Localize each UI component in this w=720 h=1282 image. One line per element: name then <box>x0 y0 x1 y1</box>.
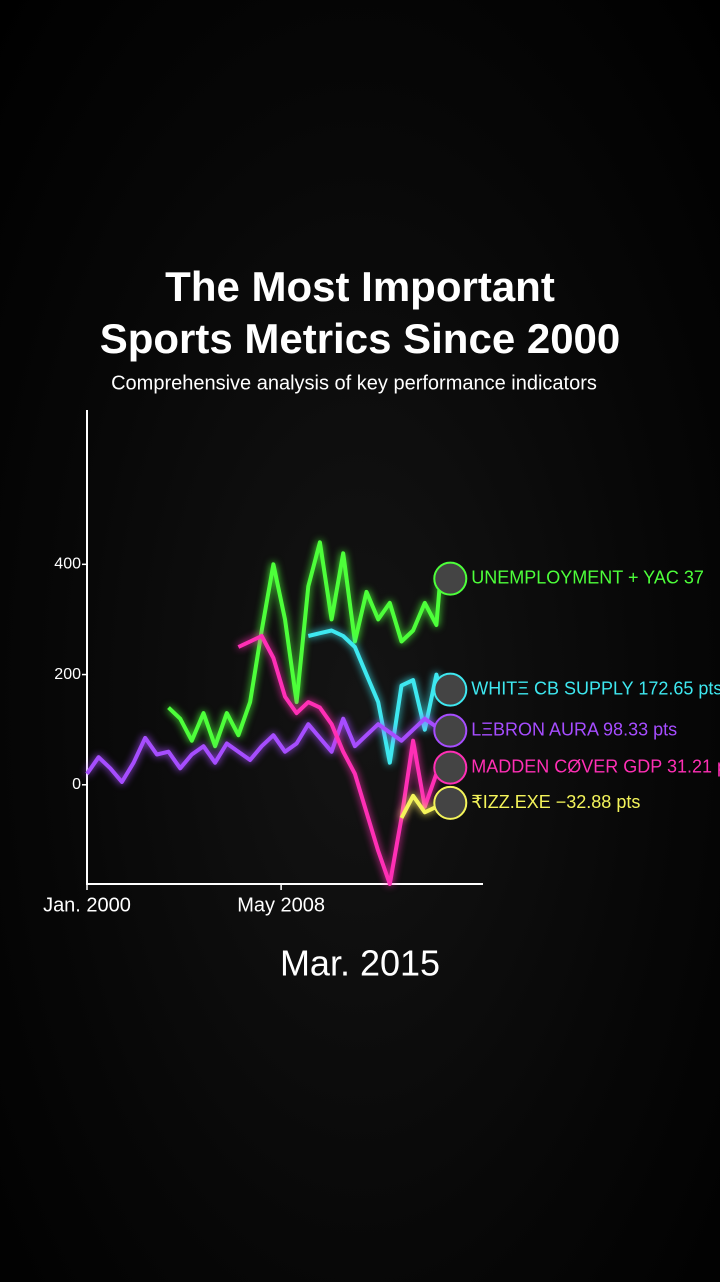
avatar <box>433 672 468 707</box>
y-tick-label: 0 <box>72 776 81 793</box>
series-name: WHITΞ CB SUPPLY <box>471 678 633 698</box>
series-name: UNEMPLOYMENT + YAC <box>471 567 679 587</box>
avatar <box>433 713 468 748</box>
y-tick-label: 200 <box>54 666 81 683</box>
series-value-label: −32.88 pts <box>556 792 641 812</box>
end-label: LΞBRON AURA 98.33 pts <box>471 719 677 739</box>
end-label: WHITΞ CB SUPPLY 172.65 pts <box>471 678 720 698</box>
avatar <box>433 561 468 596</box>
x-tick-label: May 2008 <box>237 894 325 916</box>
chart-title: Sports Metrics Since 2000 <box>100 315 621 362</box>
series-line <box>307 628 443 765</box>
end-label: MADDEN CØVER GDP 31.21 pts <box>471 756 720 776</box>
series-name: ₹IZZ.EXE <box>471 792 550 812</box>
series-value-label: 172.65 pts <box>638 678 720 698</box>
end-label: ₹IZZ.EXE −32.88 pts <box>471 792 640 812</box>
chart-title: The Most Important <box>165 263 555 310</box>
series-name: LΞBRON AURA <box>471 719 599 739</box>
chart-subtitle: Comprehensive analysis of key performanc… <box>111 372 597 394</box>
series-name: MADDEN CØVER GDP <box>471 756 662 776</box>
end-label: UNEMPLOYMENT + YAC 37 <box>471 567 704 587</box>
y-tick-label: 400 <box>54 556 81 573</box>
series-line <box>85 716 442 784</box>
series-line <box>237 634 442 886</box>
series-value-label: 98.33 pts <box>603 719 677 739</box>
avatar <box>433 785 468 820</box>
current-date: Mar. 2015 <box>280 943 440 984</box>
avatar <box>433 750 468 785</box>
series-value-label: 31.21 pts <box>667 756 720 776</box>
series-line <box>167 540 443 749</box>
x-tick-label: Jan. 2000 <box>43 894 131 916</box>
series-value-label: 37 <box>684 567 704 587</box>
